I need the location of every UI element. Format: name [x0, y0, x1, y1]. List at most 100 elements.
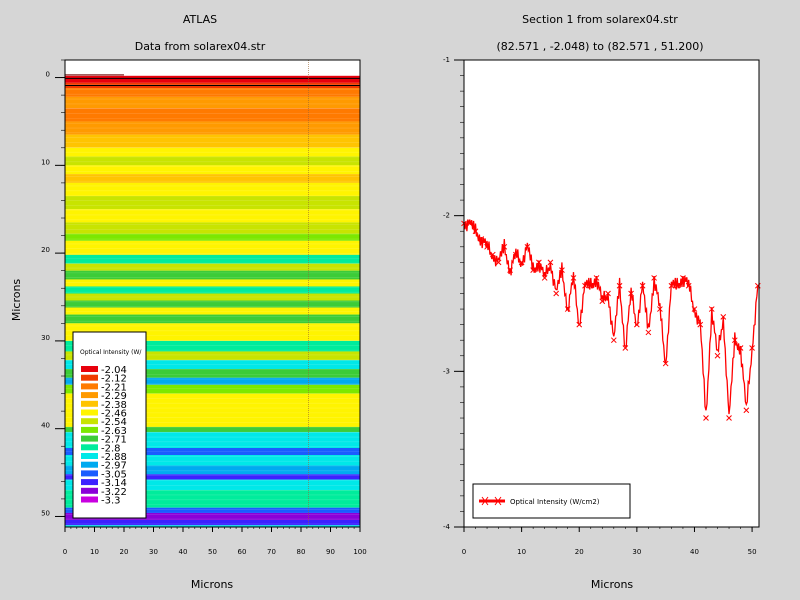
- y-tick-label: 50: [41, 509, 50, 517]
- heatmap-band: [65, 209, 360, 223]
- series-point: [754, 282, 761, 289]
- heatmap-band: [65, 525, 360, 527]
- series-point: [645, 329, 652, 336]
- heatmap-band: [65, 147, 360, 157]
- series-point: [737, 345, 744, 351]
- series-point: [685, 282, 692, 289]
- heatmap-band: [65, 512, 360, 520]
- legend-label: -2.54: [101, 417, 127, 428]
- series-point: [599, 298, 606, 305]
- heatmap-band: [65, 263, 360, 271]
- legend-swatch: [81, 426, 98, 433]
- series-point: [478, 236, 485, 242]
- heatmap-band: [65, 286, 360, 294]
- legend-label: -2.12: [101, 374, 127, 385]
- series-point: [628, 290, 634, 297]
- series-point: [507, 267, 513, 274]
- x-tick-label: 30: [632, 548, 641, 556]
- series-point: [484, 243, 490, 250]
- heatmap-band: [65, 507, 360, 513]
- series-point: [691, 306, 698, 312]
- heatmap-band: [65, 360, 360, 369]
- series-point: [530, 267, 536, 274]
- heatmap-band: [65, 455, 360, 466]
- legend-swatch: [81, 453, 98, 459]
- series-point: [587, 282, 594, 289]
- series-point: [651, 275, 657, 281]
- heatmap-band: [65, 447, 360, 456]
- heatmap-band: [65, 377, 360, 385]
- heatmap-band: [65, 426, 360, 433]
- heatmap-band: [65, 156, 360, 166]
- x-tick-label: 10: [90, 548, 99, 556]
- legend-swatch: [81, 470, 98, 477]
- legend-label: -2.8: [101, 443, 121, 454]
- legend-swatch: [81, 487, 98, 494]
- series-point: [639, 282, 646, 289]
- heatmap-band: [65, 196, 360, 210]
- heatmap-band: [65, 465, 360, 475]
- legend-label: -2.04: [101, 365, 127, 376]
- legend-label: -2.21: [101, 382, 127, 393]
- line-series: [461, 219, 761, 421]
- heatmap-band: [65, 474, 360, 480]
- series-point: [714, 352, 721, 359]
- legend-label: -2.38: [101, 400, 127, 411]
- series-point: [633, 321, 640, 328]
- heatmap-band: [65, 270, 360, 280]
- legend-swatch: [81, 392, 98, 399]
- legend-swatch: [81, 444, 98, 451]
- series-point: [708, 306, 715, 312]
- legend-label: -2.88: [101, 452, 127, 463]
- legend-swatch: [81, 400, 98, 407]
- series-point: [674, 282, 681, 289]
- x-tick-label: 100: [353, 548, 366, 556]
- series-point: [622, 345, 629, 351]
- series-point: [559, 267, 565, 274]
- legend-items: -2.04-2.12-2.21-2.29-2.38-2.46-2.54-2.63…: [81, 365, 127, 507]
- legend-swatch: [81, 383, 98, 390]
- legend-swatch: [81, 479, 98, 486]
- series-point: [472, 228, 479, 235]
- series-point: [466, 220, 473, 227]
- y-tick-label: -4: [443, 523, 451, 531]
- heatmap-band: [65, 351, 360, 361]
- heatmap-band: [65, 75, 360, 83]
- y-tick-label: 0: [46, 71, 50, 79]
- x-tick-label: 90: [326, 548, 335, 556]
- series-point: [616, 282, 623, 289]
- left-x-axis: 0 10 20 30 40 50 60 70 80 90 100: [63, 527, 367, 556]
- heatmap-bands: [65, 75, 360, 527]
- x-tick-label: 40: [690, 548, 699, 556]
- y-tick-label: -2: [443, 212, 450, 220]
- heatmap-band: [65, 300, 360, 308]
- legend-swatch: [81, 409, 98, 416]
- series-point: [524, 243, 531, 250]
- series-point: [605, 290, 611, 297]
- legend-label: -2.46: [101, 409, 127, 420]
- heatmap-band: [65, 307, 360, 315]
- series-point: [489, 251, 496, 258]
- heatmap-band: [65, 121, 360, 135]
- line-legend: Optical Intensity (W/cm2): [472, 483, 631, 519]
- heatmap-band: [65, 222, 360, 234]
- right-y-axis: -1 -2 -3 -4: [443, 56, 464, 531]
- series-point: [495, 259, 502, 266]
- legend-label: -3.05: [101, 469, 127, 480]
- series-point: [547, 259, 554, 266]
- left-chart-subtitle: Data from solarex04.str: [135, 40, 266, 53]
- y-tick-label: -1: [443, 56, 450, 64]
- series-point: [726, 415, 732, 421]
- right-chart-subtitle: (82.571 , -2.048) to (82.571 , 51.200): [496, 40, 703, 53]
- x-tick-label: 20: [120, 548, 129, 556]
- line-legend-label: Optical Intensity (W/cm2): [510, 498, 600, 506]
- left-x-axis-label: Microns: [191, 578, 234, 591]
- x-tick-label: 40: [179, 548, 188, 556]
- heatmap-band: [65, 314, 360, 324]
- legend-label: -3.14: [101, 478, 127, 489]
- x-tick-label: 80: [297, 548, 306, 556]
- heatmap-band: [65, 519, 360, 526]
- x-tick-label: 0: [462, 548, 466, 556]
- legend-label: -2.29: [101, 391, 127, 402]
- series-point: [564, 306, 571, 312]
